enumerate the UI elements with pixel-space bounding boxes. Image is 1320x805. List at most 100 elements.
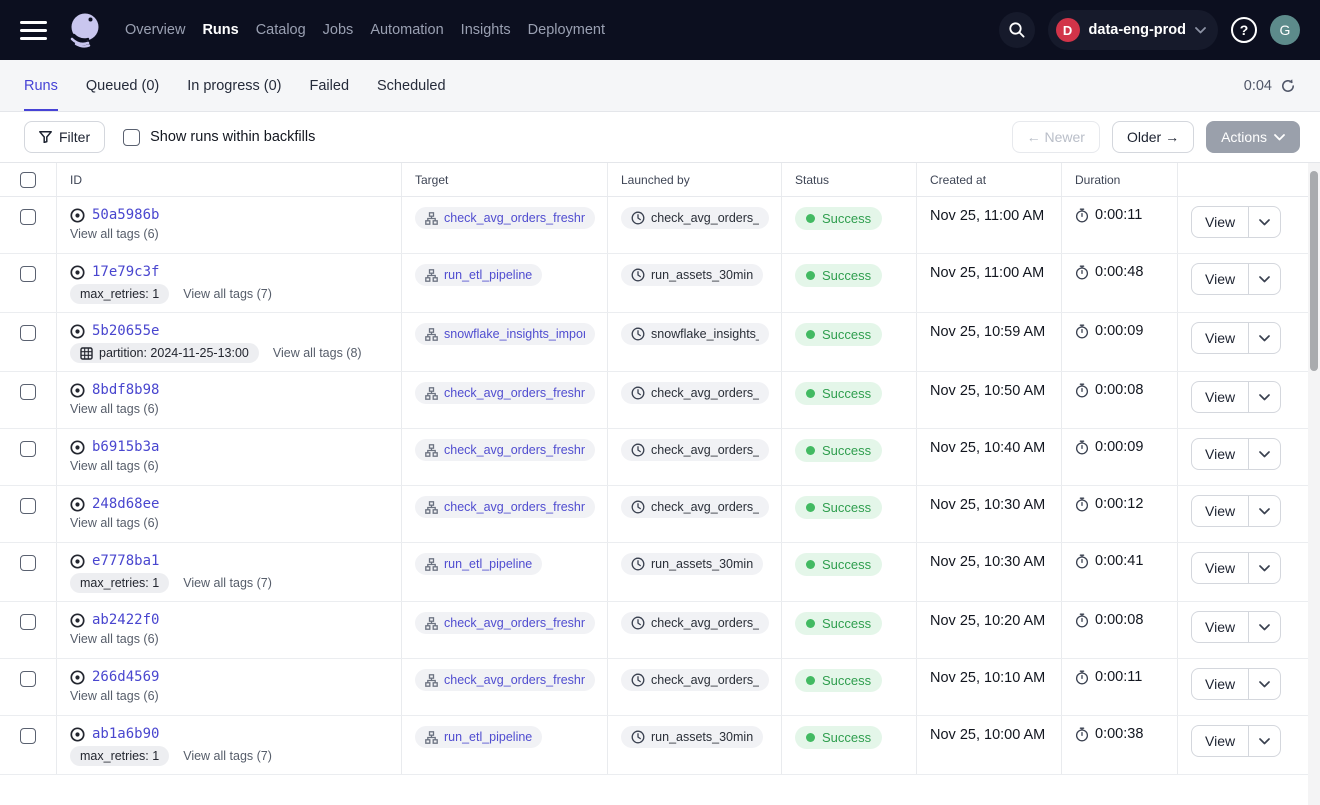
target-pill[interactable]: run_etl_pipeline xyxy=(415,264,542,286)
view-dropdown-caret[interactable] xyxy=(1248,612,1280,642)
row-checkbox[interactable] xyxy=(20,671,36,687)
user-avatar[interactable]: G xyxy=(1270,15,1300,45)
launched-by-pill[interactable]: check_avg_orders_f… xyxy=(621,382,769,404)
nav-item-deployment[interactable]: Deployment xyxy=(528,22,605,38)
run-id-link[interactable]: 17e79c3f xyxy=(92,264,159,280)
launched-by-pill[interactable]: check_avg_orders_f… xyxy=(621,669,769,691)
view-all-tags-link[interactable]: View all tags (7) xyxy=(183,287,272,301)
help-icon[interactable]: ? xyxy=(1231,17,1257,43)
tab-scheduled[interactable]: Scheduled xyxy=(377,60,446,111)
view-all-tags-link[interactable]: View all tags (6) xyxy=(70,227,159,241)
target-pill[interactable]: check_avg_orders_freshne xyxy=(415,669,595,691)
hamburger-menu-icon[interactable] xyxy=(20,13,54,47)
target-pill[interactable]: run_etl_pipeline xyxy=(415,553,542,575)
view-dropdown-caret[interactable] xyxy=(1248,669,1280,699)
launched-by-pill[interactable]: run_assets_30min xyxy=(621,553,763,575)
view-run-button[interactable]: View xyxy=(1192,496,1248,526)
row-checkbox[interactable] xyxy=(20,441,36,457)
view-all-tags-link[interactable]: View all tags (6) xyxy=(70,689,159,703)
view-run-button[interactable]: View xyxy=(1192,439,1248,469)
view-all-tags-link[interactable]: View all tags (6) xyxy=(70,459,159,473)
tab-queued[interactable]: Queued (0) xyxy=(86,60,159,111)
scrollbar-thumb[interactable] xyxy=(1310,171,1318,371)
run-id-link[interactable]: ab1a6b90 xyxy=(92,726,159,742)
workspace-switcher[interactable]: D data-eng-prod xyxy=(1048,10,1218,50)
target-pill[interactable]: snowflake_insights_import xyxy=(415,323,595,345)
older-button[interactable]: Older → xyxy=(1112,121,1194,153)
view-dropdown-caret[interactable] xyxy=(1248,553,1280,583)
tab-runs[interactable]: Runs xyxy=(24,60,58,111)
row-checkbox[interactable] xyxy=(20,384,36,400)
run-id-link[interactable]: e7778ba1 xyxy=(92,553,159,569)
view-dropdown-caret[interactable] xyxy=(1248,264,1280,294)
run-id-link[interactable]: 266d4569 xyxy=(92,669,159,685)
target-pill[interactable]: check_avg_orders_freshne xyxy=(415,612,595,634)
run-id-link[interactable]: 5b20655e xyxy=(92,323,159,339)
view-all-tags-link[interactable]: View all tags (6) xyxy=(70,402,159,416)
launched-by-pill[interactable]: check_avg_orders_f… xyxy=(621,207,769,229)
view-run-button[interactable]: View xyxy=(1192,207,1248,237)
run-id-link[interactable]: 248d68ee xyxy=(92,496,159,512)
view-all-tags-link[interactable]: View all tags (6) xyxy=(70,632,159,646)
target-pill[interactable]: check_avg_orders_freshne xyxy=(415,207,595,229)
tab-in-progress[interactable]: In progress (0) xyxy=(187,60,281,111)
launched-by-pill[interactable]: snowflake_insights_… xyxy=(621,323,769,345)
nav-item-jobs[interactable]: Jobs xyxy=(323,22,354,38)
view-all-tags-link[interactable]: View all tags (7) xyxy=(183,576,272,590)
run-id-link[interactable]: 8bdf8b98 xyxy=(92,382,159,398)
run-tag-pill[interactable]: max_retries: 1 xyxy=(70,573,169,593)
view-dropdown-caret[interactable] xyxy=(1248,726,1280,756)
vertical-scrollbar[interactable] xyxy=(1308,163,1320,805)
target-pill[interactable]: check_avg_orders_freshne xyxy=(415,382,595,404)
dagster-logo-icon[interactable] xyxy=(64,9,106,51)
nav-item-overview[interactable]: Overview xyxy=(125,22,185,38)
view-run-button[interactable]: View xyxy=(1192,612,1248,642)
launched-by-pill[interactable]: check_avg_orders_f… xyxy=(621,496,769,518)
view-dropdown-caret[interactable] xyxy=(1248,207,1280,237)
tab-failed[interactable]: Failed xyxy=(310,60,350,111)
nav-item-runs[interactable]: Runs xyxy=(202,22,238,38)
row-checkbox[interactable] xyxy=(20,728,36,744)
nav-item-catalog[interactable]: Catalog xyxy=(256,22,306,38)
row-checkbox[interactable] xyxy=(20,614,36,630)
target-pill[interactable]: check_avg_orders_freshne xyxy=(415,496,595,518)
row-checkbox[interactable] xyxy=(20,209,36,225)
run-id-link[interactable]: ab2422f0 xyxy=(92,612,159,628)
view-all-tags-link[interactable]: View all tags (6) xyxy=(70,516,159,530)
view-run-button[interactable]: View xyxy=(1192,553,1248,583)
launched-by-pill[interactable]: check_avg_orders_f… xyxy=(621,439,769,461)
row-checkbox[interactable] xyxy=(20,555,36,571)
view-run-button[interactable]: View xyxy=(1192,264,1248,294)
row-checkbox[interactable] xyxy=(20,498,36,514)
actions-button[interactable]: Actions xyxy=(1206,121,1300,153)
target-pill[interactable]: check_avg_orders_freshne xyxy=(415,439,595,461)
view-dropdown-caret[interactable] xyxy=(1248,439,1280,469)
view-all-tags-link[interactable]: View all tags (7) xyxy=(183,749,272,763)
run-tag-pill[interactable]: max_retries: 1 xyxy=(70,746,169,766)
launched-by-pill[interactable]: run_assets_30min xyxy=(621,264,763,286)
view-dropdown-caret[interactable] xyxy=(1248,382,1280,412)
launched-by-pill[interactable]: check_avg_orders_f… xyxy=(621,612,769,634)
backfills-checkbox[interactable] xyxy=(123,129,140,146)
nav-item-automation[interactable]: Automation xyxy=(370,22,443,38)
target-pill[interactable]: run_etl_pipeline xyxy=(415,726,542,748)
select-all-checkbox[interactable] xyxy=(20,172,36,188)
run-tag-pill[interactable]: max_retries: 1 xyxy=(70,284,169,304)
view-run-button[interactable]: View xyxy=(1192,323,1248,353)
view-run-button[interactable]: View xyxy=(1192,382,1248,412)
view-run-button[interactable]: View xyxy=(1192,669,1248,699)
newer-button[interactable]: ← Newer xyxy=(1012,121,1100,153)
view-dropdown-caret[interactable] xyxy=(1248,323,1280,353)
search-icon[interactable] xyxy=(999,12,1035,48)
filter-button[interactable]: Filter xyxy=(24,121,105,153)
run-id-link[interactable]: b6915b3a xyxy=(92,439,159,455)
view-run-button[interactable]: View xyxy=(1192,726,1248,756)
nav-item-insights[interactable]: Insights xyxy=(461,22,511,38)
launched-by-pill[interactable]: run_assets_30min xyxy=(621,726,763,748)
view-all-tags-link[interactable]: View all tags (8) xyxy=(273,346,362,360)
row-checkbox[interactable] xyxy=(20,266,36,282)
run-id-link[interactable]: 50a5986b xyxy=(92,207,159,223)
run-tag-pill[interactable]: partition: 2024-11-25-13:00 xyxy=(70,343,259,363)
view-dropdown-caret[interactable] xyxy=(1248,496,1280,526)
row-checkbox[interactable] xyxy=(20,325,36,341)
